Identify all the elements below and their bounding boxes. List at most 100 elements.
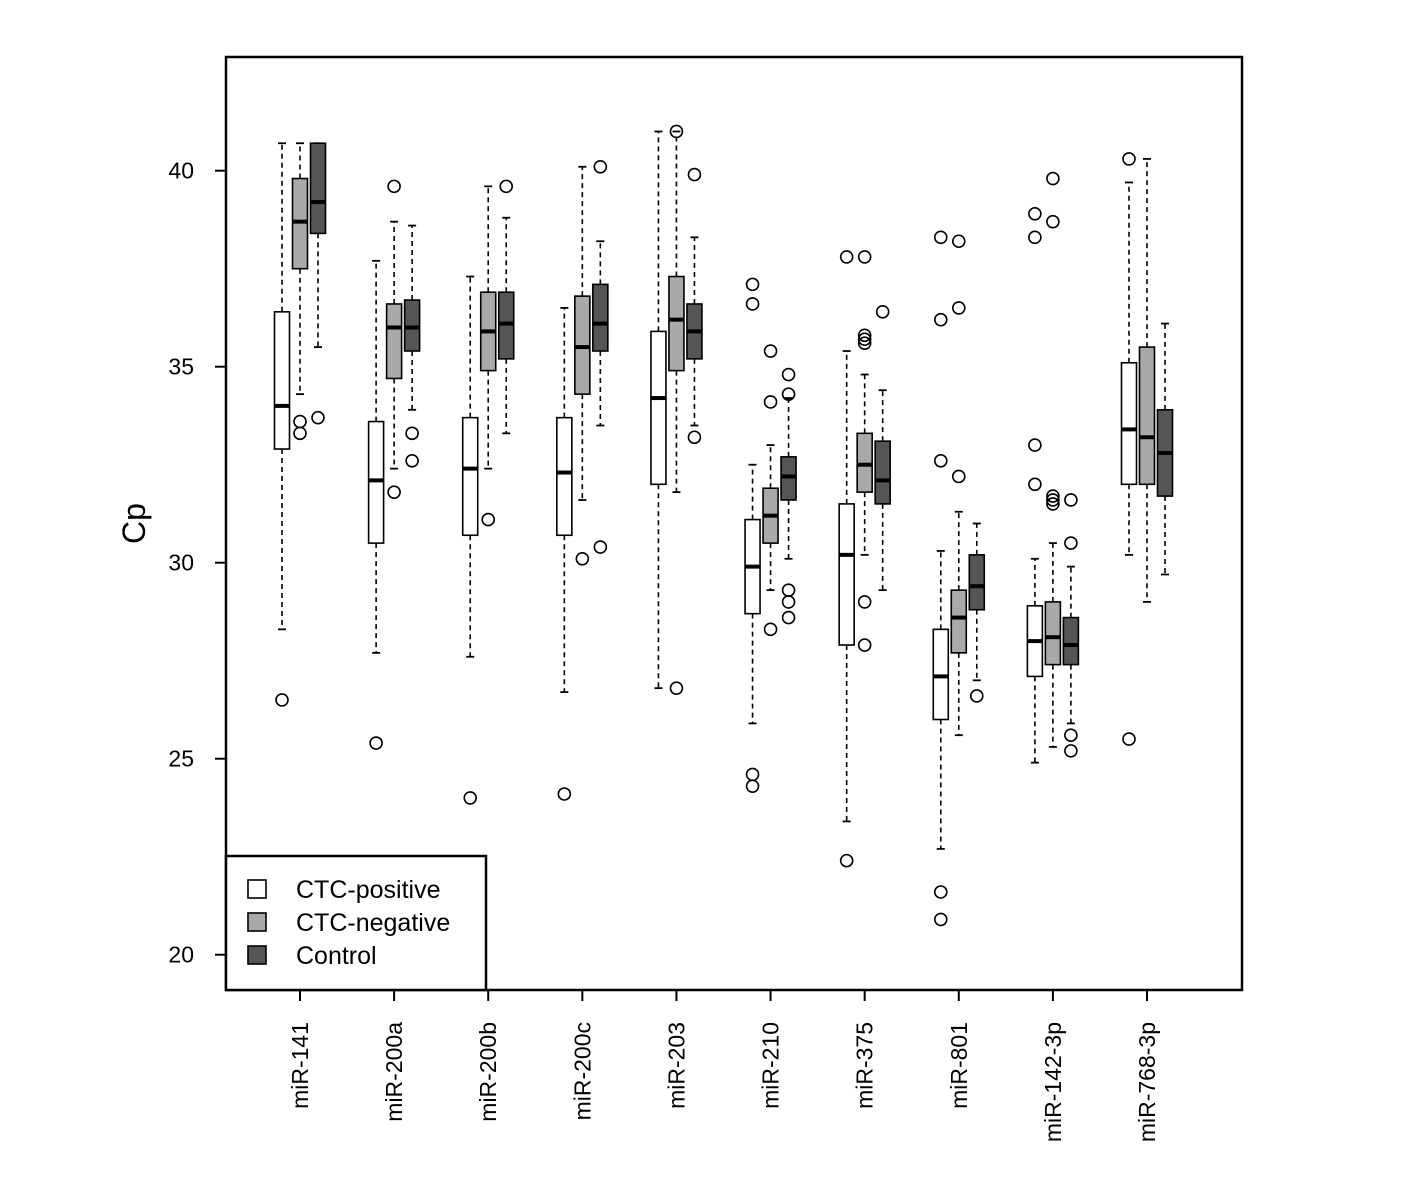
box-miR-142-3p-Control — [1062, 493, 1080, 758]
category-group-miR-200b — [461, 179, 515, 805]
outlier-point — [745, 767, 760, 782]
box-miR-200b-CTC-positive — [461, 275, 479, 805]
outlier-point — [387, 485, 401, 499]
outlier-point — [781, 610, 796, 625]
x-tick-label: miR-210 — [758, 1022, 784, 1109]
iqr-box — [592, 283, 609, 352]
box-miR-210-CTC-negative — [762, 344, 779, 637]
outlier-point — [1046, 497, 1060, 511]
outlier-point — [1046, 489, 1060, 503]
x-tick-label: miR-375 — [852, 1022, 878, 1109]
box-miR-375-Control — [874, 305, 891, 592]
iqr-box — [838, 503, 855, 646]
outlier-point — [1028, 438, 1042, 452]
legend-label-CTC-positive: CTC-positive — [296, 876, 440, 904]
legend-label-CTC-negative: CTC-negative — [296, 909, 450, 937]
outlier-point — [1064, 493, 1078, 507]
outlier-point — [933, 453, 948, 468]
outlier-point — [763, 395, 778, 409]
outlier-point — [933, 912, 948, 927]
iqr-box — [1120, 361, 1138, 486]
box-miR-768-3p-Control — [1156, 322, 1174, 576]
outlier-point — [405, 426, 419, 441]
outlier-point — [969, 689, 984, 703]
x-tick-label: miR-200a — [381, 1022, 407, 1122]
y-tick-label: 40 — [168, 158, 194, 184]
outlier-point — [669, 124, 684, 139]
box-miR-142-3p-CTC-positive — [1026, 207, 1044, 764]
category-group-miR-801 — [932, 230, 986, 927]
outlier-point — [951, 234, 966, 249]
outlier-point — [369, 736, 383, 750]
outlier-point — [575, 551, 590, 566]
box-miR-375-CTC-positive — [838, 250, 855, 868]
outlier-point — [857, 250, 872, 264]
outlier-point — [311, 410, 325, 425]
box-miR-375-CTC-negative — [856, 250, 873, 652]
outlier-point — [763, 622, 778, 637]
y-tick-label: 25 — [168, 746, 194, 772]
outlier-point — [857, 332, 872, 347]
outlier-point — [933, 885, 948, 899]
x-tick-label: miR-203 — [663, 1022, 689, 1109]
outlier-point — [275, 693, 289, 707]
legend-swatch-Control — [247, 945, 267, 965]
iqr-box — [309, 142, 327, 235]
outlier-point — [1046, 493, 1060, 507]
outlier-point — [499, 179, 514, 194]
outlier-point — [839, 250, 854, 264]
y-tick-label: 20 — [168, 942, 194, 968]
outlier-point — [593, 540, 608, 554]
box-miR-768-3p-CTC-negative — [1138, 158, 1156, 603]
category-group-miR-142-3p — [1026, 171, 1080, 764]
box-miR-141-Control — [309, 142, 327, 425]
outlier-point — [1064, 744, 1078, 758]
outlier-point — [593, 159, 608, 174]
legend-swatch-CTC-negative — [247, 912, 267, 932]
outlier-point — [463, 791, 478, 805]
outlier-point — [1122, 152, 1136, 166]
outlier-point — [745, 297, 760, 311]
legend-frame — [224, 854, 488, 992]
legend-label-Control: Control — [296, 942, 377, 970]
outlier-point — [781, 367, 796, 382]
iqr-box — [968, 554, 986, 611]
box-miR-210-CTC-positive — [744, 277, 761, 793]
iqr-box — [1138, 346, 1156, 486]
iqr-box — [950, 589, 968, 654]
category-group-miR-141 — [273, 142, 327, 707]
outlier-point — [1028, 477, 1042, 492]
x-tick-label: miR-141 — [287, 1022, 313, 1109]
outlier-point — [763, 344, 778, 358]
outlier-point — [857, 328, 872, 343]
outlier-point — [781, 583, 796, 597]
box-miR-142-3p-CTC-negative — [1044, 171, 1062, 748]
box-miR-200a-CTC-positive — [367, 259, 385, 750]
category-group-miR-210 — [744, 277, 797, 793]
box-miR-768-3p-CTC-positive — [1120, 152, 1138, 746]
outlier-point — [481, 512, 496, 527]
outlier-point — [857, 595, 872, 609]
box-miR-200c-CTC-positive — [556, 306, 573, 801]
iqr-box — [874, 440, 891, 505]
outlier-point — [875, 305, 890, 319]
iqr-box — [461, 416, 479, 537]
iqr-box — [556, 416, 573, 537]
box-miR-141-CTC-negative — [291, 142, 309, 441]
iqr-box — [273, 311, 291, 450]
outlier-point — [557, 787, 572, 801]
outlier-point — [405, 453, 419, 468]
outlier-point — [857, 638, 872, 652]
box-miR-203-Control — [686, 167, 703, 445]
y-axis-label: Cp — [116, 503, 152, 544]
category-group-miR-203 — [650, 124, 703, 695]
outlier-point — [293, 426, 307, 441]
outlier-point — [1046, 214, 1060, 229]
outlier-point — [1046, 171, 1060, 186]
outlier-point — [669, 681, 684, 695]
outlier-point — [857, 336, 872, 350]
box-miR-200a-Control — [403, 224, 421, 468]
x-tick-label: miR-768-3p — [1134, 1022, 1160, 1142]
box-miR-801-CTC-negative — [950, 234, 968, 737]
